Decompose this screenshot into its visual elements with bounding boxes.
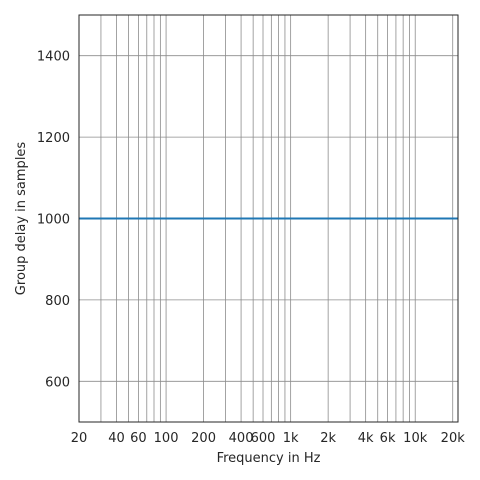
x-tick-label: 200: [191, 431, 216, 446]
x-tick-label: 60: [130, 431, 147, 446]
y-axis-label: Group delay in samples: [14, 142, 29, 296]
x-tick-label: 2k: [320, 431, 336, 446]
y-tick-label: 1400: [37, 50, 70, 65]
plot-frame: [78, 14, 459, 423]
x-tick-label: 10k: [403, 431, 428, 446]
x-tick-label: 20k: [441, 431, 466, 446]
y-tick-label: 1000: [37, 213, 70, 228]
x-tick-label: 40: [108, 431, 125, 446]
x-tick-label: 6k: [380, 431, 396, 446]
y-tick-label: 800: [45, 294, 70, 309]
y-tick-label: 1200: [37, 131, 70, 146]
x-tick-label: 4k: [358, 431, 374, 446]
x-tick-label: 1k: [283, 431, 299, 446]
x-tick-label: 100: [154, 431, 179, 446]
x-tick-label: 20: [71, 431, 88, 446]
y-tick-label: 600: [45, 375, 70, 390]
x-tick-label: 600: [251, 431, 276, 446]
y-tick-labels: 600 800 1000 1200 1400: [37, 50, 70, 391]
x-tick-label: 400: [229, 431, 254, 446]
x-axis-label: Frequency in Hz: [217, 451, 321, 466]
